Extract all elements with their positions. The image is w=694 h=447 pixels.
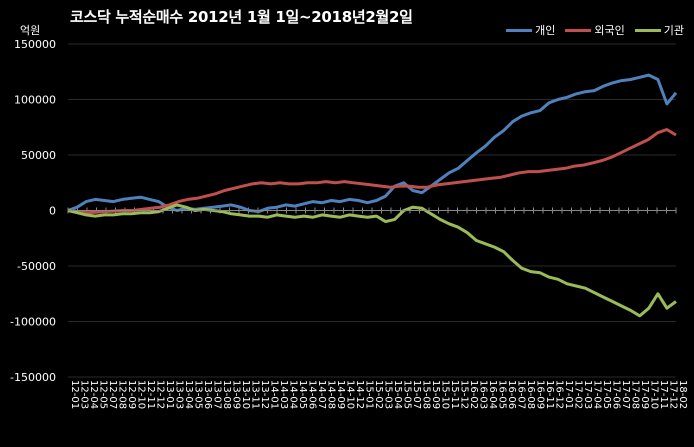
x-tick-label: 13-07 [212,380,223,409]
y-tick-label: 0 [49,205,56,218]
x-tick-label: 18-02 [677,380,688,409]
series-line-0 [67,73,678,214]
y-tick-label: -50000 [17,260,56,273]
x-tick-label: 15-05 [402,380,413,409]
series-line-2 [67,203,677,318]
x-tick-label: 13-09 [231,380,242,409]
x-tick-label: 15-10 [440,380,451,409]
x-tick-label: 17-05 [601,380,612,409]
x-tick-label: 16-09 [535,380,546,409]
x-tick-label: 17-03 [582,380,593,409]
legend-swatch-individual [506,28,533,32]
x-tick-label: 17-08 [630,380,641,409]
x-axis-ticks: 12-0112-0312-0412-0512-0712-0812-0912-10… [67,207,688,409]
x-tick-label: 17-04 [592,380,603,409]
x-tick-label: 14-01 [269,380,280,409]
x-tick-label: 15-07 [411,380,422,409]
x-tick-label: 12-05 [98,380,109,409]
series-lines [67,73,678,318]
unit-label: 억원 [20,24,41,37]
x-tick-label: 13-03 [174,380,185,409]
x-tick-label: 17-02 [573,380,584,409]
x-tick-label: 14-04 [288,380,299,409]
x-tick-label: 14-09 [335,380,346,409]
x-tick-label: 16-02 [468,380,479,409]
x-tick-label: 12-12 [155,380,166,409]
x-tick-label: 12-04 [88,380,99,409]
x-tick-label: 14-07 [316,380,327,409]
x-tick-label: 13-01 [164,380,175,409]
x-tick-label: 13-08 [221,380,232,409]
x-tick-label: 15-09 [430,380,441,409]
y-tick-label: -150000 [10,371,56,384]
x-tick-label: 14-10 [345,380,356,409]
x-tick-label: 13-04 [183,380,194,409]
x-tick-label: 13-12 [259,380,270,409]
legend-swatch-foreign [565,28,592,32]
y-axis-ticks: 150000 100000 50000 0 -50000 -100000 -150000 [10,38,56,384]
legend-swatch-institution [634,28,661,32]
x-tick-label: 12-09 [126,380,137,409]
legend-label-foreign: 외국인 [594,24,625,37]
x-tick-label: 16-12 [554,380,565,409]
x-tick-label: 17-06 [611,380,622,409]
x-tick-label: 12-08 [117,380,128,409]
x-tick-label: 17-01 [563,380,574,409]
x-tick-label: 17-07 [620,380,631,409]
x-tick-label: 16-08 [525,380,536,409]
x-tick-label: 15-08 [421,380,432,409]
chart-title: 코스닥 누적순매수 2012년 1월 1일~2018년2월2일 [70,8,413,26]
x-tick-label: 12-01 [69,380,80,409]
x-tick-label: 15-04 [392,380,403,409]
x-tick-label: 17-12 [668,380,679,409]
legend: 개인 외국인 기관 [506,22,684,38]
x-tick-label: 13-06 [202,380,213,409]
x-tick-label: 13-05 [193,380,204,409]
x-tick-label: 13-11 [250,380,261,409]
x-tick-label: 16-07 [516,380,527,409]
x-tick-label: 16-06 [506,380,517,409]
x-tick-label: 15-02 [373,380,384,409]
legend-item-foreign: 외국인 [565,22,625,38]
legend-label-individual: 개인 [535,24,556,37]
y-tick-label: 150000 [14,38,56,51]
y-tick-label: -100000 [10,316,56,329]
x-tick-label: 12-11 [145,380,156,409]
x-tick-label: 16-03 [478,380,489,409]
x-tick-label: 15-03 [383,380,394,409]
x-tick-label: 14-06 [307,380,318,409]
y-tick-label: 100000 [14,94,56,107]
x-tick-label: 14-05 [297,380,308,409]
x-tick-label: 14-03 [278,380,289,409]
legend-item-institution: 기관 [634,22,684,38]
legend-item-individual: 개인 [506,22,555,38]
x-tick-label: 15-12 [459,380,470,409]
x-tick-label: 14-08 [326,380,337,409]
x-tick-label: 15-01 [364,380,375,409]
x-tick-label: 16-05 [497,380,508,409]
x-tick-label: 12-07 [107,380,118,409]
x-tick-label: 15-11 [449,380,460,409]
y-tick-label: 50000 [21,149,56,162]
x-tick-label: 14-12 [354,380,365,409]
x-tick-label: 13-10 [240,380,251,409]
x-tick-label: 17-11 [658,380,669,409]
x-tick-label: 17-09 [639,380,650,409]
series-line-1 [67,128,677,215]
x-tick-label: 16-11 [544,380,555,409]
x-tick-label: 17-10 [649,380,660,409]
x-tick-label: 12-03 [79,380,90,409]
legend-label-institution: 기관 [663,24,684,37]
x-tick-label: 12-10 [136,380,147,409]
x-tick-label: 16-04 [487,380,498,409]
